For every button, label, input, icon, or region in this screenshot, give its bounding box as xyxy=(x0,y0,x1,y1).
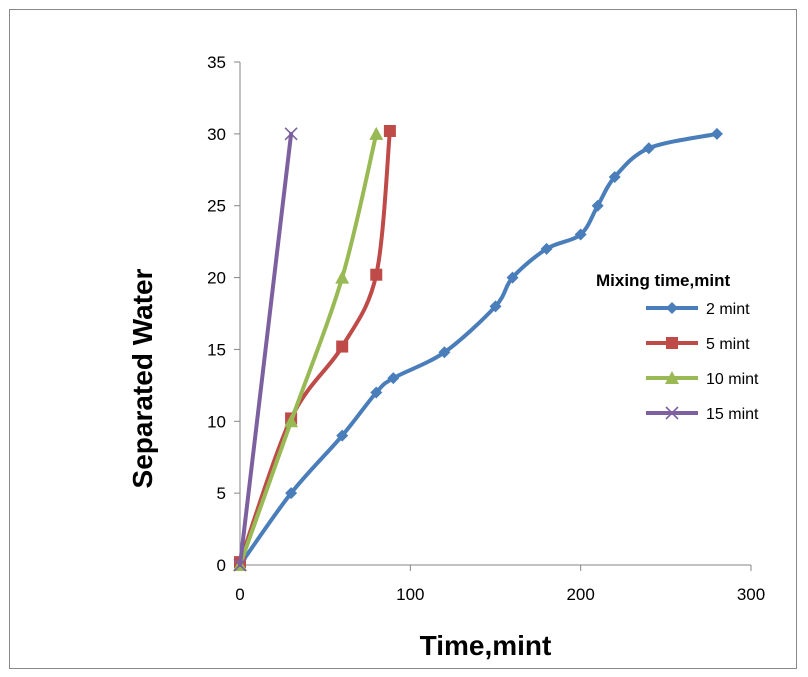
marker-stroke xyxy=(665,406,679,420)
data-point xyxy=(383,124,396,137)
series-5-mint xyxy=(234,124,396,569)
legend-marker xyxy=(666,337,678,349)
x-tick-label: 100 xyxy=(396,585,424,604)
x-axis-title: Time,mint xyxy=(420,630,552,661)
series-2-mint xyxy=(234,127,723,571)
chart-frame: 0 5 10 15 20 25 30 35 0 100 200 300 Time,mint Separ… xyxy=(9,9,797,669)
data-point xyxy=(387,372,400,385)
series-layer xyxy=(233,124,723,572)
x-tick-label: 0 xyxy=(235,585,244,604)
data-point xyxy=(336,429,349,442)
data-point xyxy=(284,414,299,428)
data-point xyxy=(438,346,451,359)
series-15-mint xyxy=(233,127,298,572)
data-point xyxy=(506,271,519,284)
series-10-mint xyxy=(233,126,384,571)
data-point xyxy=(608,170,621,183)
data-point xyxy=(642,142,655,155)
y-tick-label: 20 xyxy=(207,269,226,288)
y-tick-label: 5 xyxy=(217,484,226,503)
legend: Mixing time,mint 2 mint 5 mint 10 mint 15 m… xyxy=(596,271,759,423)
y-tick-label: 15 xyxy=(207,340,226,359)
series-line xyxy=(238,131,379,567)
data-point xyxy=(233,558,247,572)
legend-item: 15 mint xyxy=(646,406,759,423)
x-tick-label: 200 xyxy=(566,585,594,604)
y-tick-label: 30 xyxy=(207,125,226,144)
data-point xyxy=(336,340,349,353)
data-point xyxy=(370,386,383,399)
legend-label: 2 mint xyxy=(706,301,750,318)
axes: 0 5 10 15 20 25 30 35 0 100 200 300 xyxy=(207,53,765,604)
legend-label: 5 mint xyxy=(706,336,750,353)
y-tick-label: 10 xyxy=(207,412,226,431)
series-line xyxy=(238,131,294,567)
series-line xyxy=(238,131,719,567)
y-axis-title: Separated Water xyxy=(127,268,158,488)
legend-item: 2 mint xyxy=(646,301,750,318)
data-point xyxy=(285,487,298,500)
data-point xyxy=(489,300,502,313)
data-point xyxy=(335,270,350,284)
data-point xyxy=(574,228,587,241)
y-tick-label: 25 xyxy=(207,197,226,216)
legend-marker xyxy=(665,406,679,420)
legend-marker xyxy=(665,371,679,384)
line-chart: 0 5 10 15 20 25 30 35 0 100 200 300 Time,mint Separ… xyxy=(127,53,765,661)
data-point xyxy=(591,199,604,212)
legend-title: Mixing time,mint xyxy=(596,271,730,290)
marker-stroke xyxy=(233,558,247,572)
data-point xyxy=(710,127,723,140)
x-tick-label: 300 xyxy=(737,585,765,604)
legend-item: 10 mint xyxy=(646,371,759,388)
marker-stroke xyxy=(284,127,298,141)
y-tick-label: 0 xyxy=(217,556,226,575)
y-tick-label: 35 xyxy=(207,53,226,72)
legend-label: 10 mint xyxy=(706,371,759,388)
legend-marker xyxy=(666,302,678,314)
data-point xyxy=(284,127,298,141)
data-point xyxy=(370,268,383,281)
data-point xyxy=(540,242,553,255)
legend-item: 5 mint xyxy=(646,336,750,353)
data-point xyxy=(369,126,384,140)
legend-label: 15 mint xyxy=(706,406,759,423)
